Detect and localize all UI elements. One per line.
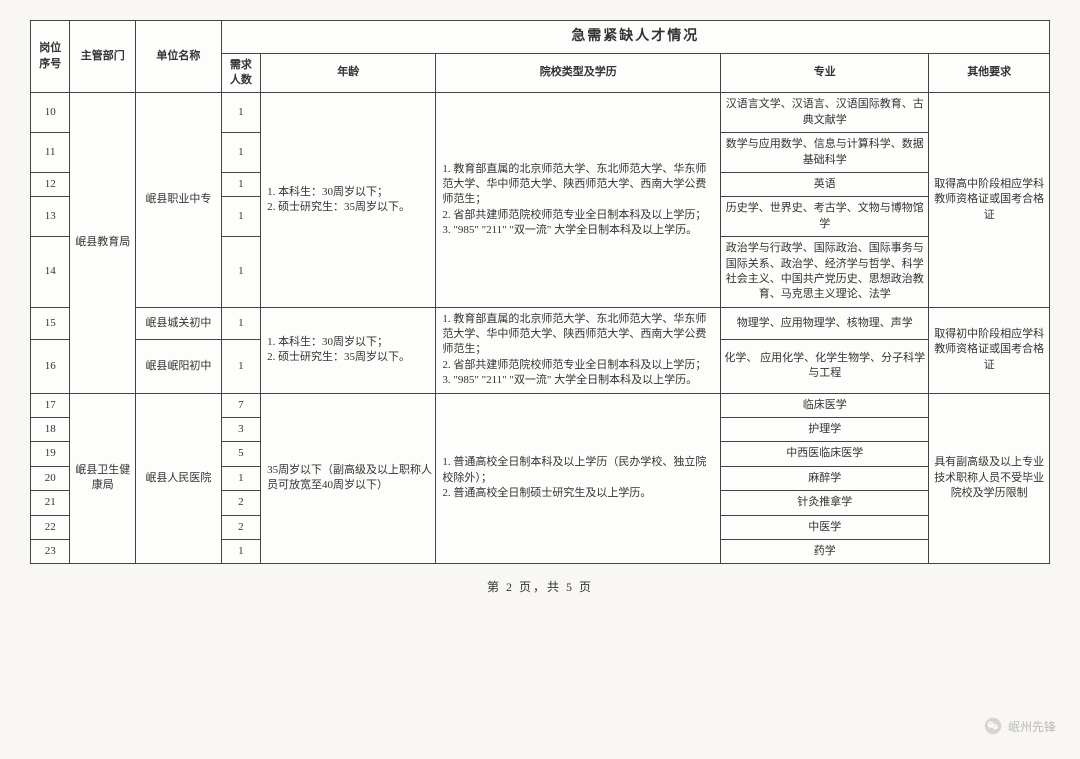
cell-major: 中西医临床医学 (721, 442, 929, 466)
col-dept: 主管部门 (70, 21, 136, 93)
cell-count: 1 (221, 340, 260, 393)
cell-edu: 1. 教育部直属的北京师范大学、东北师范大学、华东师范大学、华中师范大学、陕西师… (436, 307, 721, 393)
col-cnt: 需求 人数 (221, 53, 260, 93)
cell-count: 1 (221, 237, 260, 308)
table-row: 15 岷县城关初中 1 1. 本科生：30周岁以下； 2. 硕士研究生：35周岁… (31, 307, 1050, 340)
cell-other: 取得高中阶段相应学科教师资格证或国考合格证 (929, 93, 1050, 307)
cell-major: 针灸推拿学 (721, 491, 929, 515)
cell-count: 2 (221, 491, 260, 515)
col-age: 年龄 (261, 53, 436, 93)
cell-idx: 21 (31, 491, 70, 515)
cell-count: 1 (221, 197, 260, 237)
cell-major: 药学 (721, 539, 929, 563)
recruitment-table: 岗位 序号 主管部门 单位名称 急需紧缺人才情况 需求 人数 年龄 院校类型及学… (30, 20, 1050, 564)
cell-major: 临床医学 (721, 393, 929, 417)
cell-count: 5 (221, 442, 260, 466)
cell-count: 2 (221, 515, 260, 539)
cell-count: 7 (221, 393, 260, 417)
cell-idx: 13 (31, 197, 70, 237)
watermark-text: 岷州先锋 (1008, 718, 1056, 735)
watermark: 岷州先锋 (984, 717, 1056, 735)
cell-other: 取得初中阶段相应学科教师资格证或国考合格证 (929, 307, 1050, 393)
cell-major: 化学、 应用化学、化学生物学、分子科学与工程 (721, 340, 929, 393)
cell-age: 1. 本科生：30周岁以下； 2. 硕士研究生：35周岁以下。 (261, 307, 436, 393)
cell-count: 1 (221, 133, 260, 173)
cell-idx: 19 (31, 442, 70, 466)
cell-unit: 岷县人民医院 (136, 393, 221, 564)
cell-major: 汉语言文学、汉语言、汉语国际教育、古典文献学 (721, 93, 929, 133)
cell-idx: 17 (31, 393, 70, 417)
table-row: 10 岷县教育局 岷县职业中专 1 1. 本科生：30周岁以下； 2. 硕士研究… (31, 93, 1050, 133)
col-edu: 院校类型及学历 (436, 53, 721, 93)
page-footer: 第 2 页，共 5 页 (30, 578, 1050, 595)
col-unit: 单位名称 (136, 21, 221, 93)
cell-major: 护理学 (721, 418, 929, 442)
cell-major: 物理学、应用物理学、核物理、声学 (721, 307, 929, 340)
cell-count: 1 (221, 539, 260, 563)
cell-major: 政治学与行政学、国际政治、国际事务与国际关系、政治学、经济学与哲学、科学社会主义… (721, 237, 929, 308)
cell-unit: 岷县城关初中 (136, 307, 221, 340)
col-idx: 岗位 序号 (31, 21, 70, 93)
cell-major: 历史学、世界史、考古学、文物与博物馆学 (721, 197, 929, 237)
cell-age: 35周岁以下（副高级及以上职称人员可放宽至40周岁以下） (261, 393, 436, 564)
col-maj: 专业 (721, 53, 929, 93)
cell-major: 数学与应用数学、信息与计算科学、数据基础科学 (721, 133, 929, 173)
cell-major: 中医学 (721, 515, 929, 539)
cell-unit: 岷县职业中专 (136, 93, 221, 307)
table-row: 17 岷县卫生健康局 岷县人民医院 7 35周岁以下（副高级及以上职称人员可放宽… (31, 393, 1050, 417)
cell-major: 英语 (721, 172, 929, 196)
cell-idx: 18 (31, 418, 70, 442)
cell-idx: 20 (31, 466, 70, 490)
cell-dept: 岷县卫生健康局 (70, 393, 136, 564)
cell-count: 3 (221, 418, 260, 442)
cell-count: 1 (221, 307, 260, 340)
cell-age: 1. 本科生：30周岁以下； 2. 硕士研究生：35周岁以下。 (261, 93, 436, 307)
col-oth: 其他要求 (929, 53, 1050, 93)
cell-idx: 10 (31, 93, 70, 133)
cell-idx: 12 (31, 172, 70, 196)
cell-count: 1 (221, 172, 260, 196)
cell-idx: 15 (31, 307, 70, 340)
cell-unit: 岷县岷阳初中 (136, 340, 221, 393)
cell-dept: 岷县教育局 (70, 93, 136, 393)
cell-idx: 22 (31, 515, 70, 539)
cell-idx: 16 (31, 340, 70, 393)
cell-edu: 1. 教育部直属的北京师范大学、东北师范大学、华东师范大学、华中师范大学、陕西师… (436, 93, 721, 307)
wechat-icon (984, 717, 1002, 735)
cell-idx: 11 (31, 133, 70, 173)
cell-count: 1 (221, 93, 260, 133)
col-group: 急需紧缺人才情况 (221, 21, 1049, 54)
cell-count: 1 (221, 466, 260, 490)
cell-edu: 1. 普通高校全日制本科及以上学历（民办学校、独立院校除外）； 2. 普通高校全… (436, 393, 721, 564)
cell-idx: 14 (31, 237, 70, 308)
cell-idx: 23 (31, 539, 70, 563)
cell-major: 麻醉学 (721, 466, 929, 490)
cell-other: 具有副高级及以上专业技术职称人员不受毕业院校及学历限制 (929, 393, 1050, 564)
header-row-1: 岗位 序号 主管部门 单位名称 急需紧缺人才情况 (31, 21, 1050, 54)
